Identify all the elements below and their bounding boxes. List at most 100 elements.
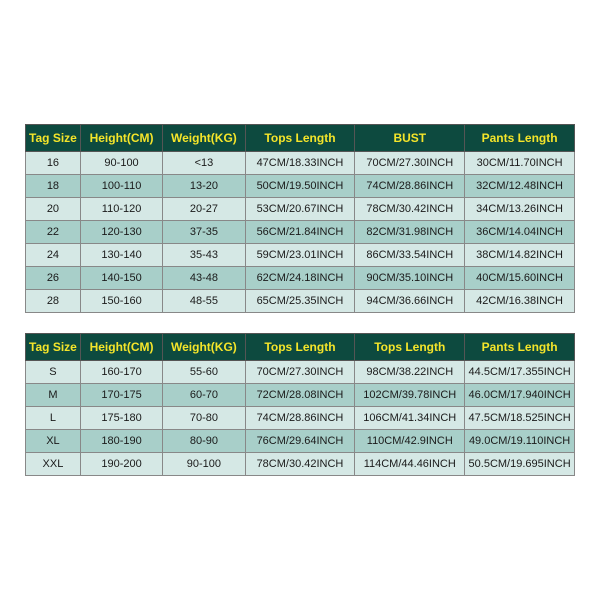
cell-tag: 24 (26, 244, 81, 267)
cell-height: 190-200 (80, 453, 162, 476)
cell-weight: 48-55 (163, 290, 245, 313)
cell-tops: 74CM/28.86INCH (245, 407, 355, 430)
cell-tag: 28 (26, 290, 81, 313)
cell-pants: 46.0CM/17.940INCH (465, 384, 575, 407)
cell-pants: 50.5CM/19.695INCH (465, 453, 575, 476)
cell-height: 90-100 (80, 152, 162, 175)
table-header-row: Tag Size Height(CM) Weight(KG) Tops Leng… (26, 334, 575, 361)
cell-tag: 20 (26, 198, 81, 221)
table-row: 28 150-160 48-55 65CM/25.35INCH 94CM/36.… (26, 290, 575, 313)
cell-bust: 98CM/38.22INCH (355, 361, 465, 384)
cell-tag: XXL (26, 453, 81, 476)
cell-tag: 18 (26, 175, 81, 198)
table-row: L 175-180 70-80 74CM/28.86INCH 106CM/41.… (26, 407, 575, 430)
cell-tops: 56CM/21.84INCH (245, 221, 355, 244)
table-row: 16 90-100 <13 47CM/18.33INCH 70CM/27.30I… (26, 152, 575, 175)
table-row: 26 140-150 43-48 62CM/24.18INCH 90CM/35.… (26, 267, 575, 290)
cell-weight: 90-100 (163, 453, 245, 476)
table-row: 22 120-130 37-35 56CM/21.84INCH 82CM/31.… (26, 221, 575, 244)
table-row: XXL 190-200 90-100 78CM/30.42INCH 114CM/… (26, 453, 575, 476)
cell-height: 170-175 (80, 384, 162, 407)
cell-bust: 110CM/42.9INCH (355, 430, 465, 453)
col-tops-length: Tops Length (245, 125, 355, 152)
cell-pants: 44.5CM/17.355INCH (465, 361, 575, 384)
cell-height: 110-120 (80, 198, 162, 221)
cell-height: 100-110 (80, 175, 162, 198)
table-row: 20 110-120 20-27 53CM/20.67INCH 78CM/30.… (26, 198, 575, 221)
cell-pants: 38CM/14.82INCH (465, 244, 575, 267)
cell-height: 180-190 (80, 430, 162, 453)
cell-tops: 70CM/27.30INCH (245, 361, 355, 384)
cell-pants: 36CM/14.04INCH (465, 221, 575, 244)
cell-bust: 106CM/41.34INCH (355, 407, 465, 430)
cell-bust: 78CM/30.42INCH (355, 198, 465, 221)
cell-weight: 20-27 (163, 198, 245, 221)
size-table-kids: Tag Size Height(CM) Weight(KG) Tops Leng… (25, 124, 575, 313)
table-gap (25, 313, 575, 333)
cell-height: 130-140 (80, 244, 162, 267)
cell-pants: 42CM/16.38INCH (465, 290, 575, 313)
cell-bust: 94CM/36.66INCH (355, 290, 465, 313)
col-bust: Tops Length (355, 334, 465, 361)
cell-pants: 49.0CM/19.110INCH (465, 430, 575, 453)
cell-weight: 43-48 (163, 267, 245, 290)
cell-weight: 13-20 (163, 175, 245, 198)
cell-height: 150-160 (80, 290, 162, 313)
col-tops-length: Tops Length (245, 334, 355, 361)
size-table-adults: Tag Size Height(CM) Weight(KG) Tops Leng… (25, 333, 575, 476)
cell-bust: 74CM/28.86INCH (355, 175, 465, 198)
cell-tag: 26 (26, 267, 81, 290)
cell-tag: S (26, 361, 81, 384)
col-pants-length: Pants Length (465, 334, 575, 361)
cell-tops: 50CM/19.50INCH (245, 175, 355, 198)
cell-tag: 16 (26, 152, 81, 175)
cell-height: 160-170 (80, 361, 162, 384)
cell-bust: 90CM/35.10INCH (355, 267, 465, 290)
col-pants-length: Pants Length (465, 125, 575, 152)
cell-tag: XL (26, 430, 81, 453)
col-height: Height(CM) (80, 125, 162, 152)
table-row: XL 180-190 80-90 76CM/29.64INCH 110CM/42… (26, 430, 575, 453)
cell-bust: 86CM/33.54INCH (355, 244, 465, 267)
cell-weight: 60-70 (163, 384, 245, 407)
cell-tag: 22 (26, 221, 81, 244)
size-tables-container: Tag Size Height(CM) Weight(KG) Tops Leng… (25, 124, 575, 476)
cell-weight: 70-80 (163, 407, 245, 430)
cell-tops: 62CM/24.18INCH (245, 267, 355, 290)
col-height: Height(CM) (80, 334, 162, 361)
cell-weight: 35-43 (163, 244, 245, 267)
table-row: S 160-170 55-60 70CM/27.30INCH 98CM/38.2… (26, 361, 575, 384)
cell-height: 120-130 (80, 221, 162, 244)
cell-tops: 78CM/30.42INCH (245, 453, 355, 476)
cell-bust: 70CM/27.30INCH (355, 152, 465, 175)
col-weight: Weight(KG) (163, 334, 245, 361)
cell-weight: 80-90 (163, 430, 245, 453)
table-row: 24 130-140 35-43 59CM/23.01INCH 86CM/33.… (26, 244, 575, 267)
cell-bust: 102CM/39.78INCH (355, 384, 465, 407)
cell-height: 175-180 (80, 407, 162, 430)
cell-tops: 76CM/29.64INCH (245, 430, 355, 453)
cell-tops: 65CM/25.35INCH (245, 290, 355, 313)
cell-bust: 114CM/44.46INCH (355, 453, 465, 476)
table-row: M 170-175 60-70 72CM/28.08INCH 102CM/39.… (26, 384, 575, 407)
col-tag-size: Tag Size (26, 334, 81, 361)
cell-tops: 47CM/18.33INCH (245, 152, 355, 175)
cell-bust: 82CM/31.98INCH (355, 221, 465, 244)
cell-pants: 32CM/12.48INCH (465, 175, 575, 198)
cell-pants: 30CM/11.70INCH (465, 152, 575, 175)
cell-tops: 59CM/23.01INCH (245, 244, 355, 267)
cell-tops: 53CM/20.67INCH (245, 198, 355, 221)
cell-tops: 72CM/28.08INCH (245, 384, 355, 407)
table-row: 18 100-110 13-20 50CM/19.50INCH 74CM/28.… (26, 175, 575, 198)
cell-tag: M (26, 384, 81, 407)
cell-weight: 55-60 (163, 361, 245, 384)
table-header-row: Tag Size Height(CM) Weight(KG) Tops Leng… (26, 125, 575, 152)
cell-tag: L (26, 407, 81, 430)
cell-pants: 47.5CM/18.525INCH (465, 407, 575, 430)
cell-height: 140-150 (80, 267, 162, 290)
cell-weight: <13 (163, 152, 245, 175)
cell-pants: 34CM/13.26INCH (465, 198, 575, 221)
cell-pants: 40CM/15.60INCH (465, 267, 575, 290)
col-bust: BUST (355, 125, 465, 152)
col-tag-size: Tag Size (26, 125, 81, 152)
